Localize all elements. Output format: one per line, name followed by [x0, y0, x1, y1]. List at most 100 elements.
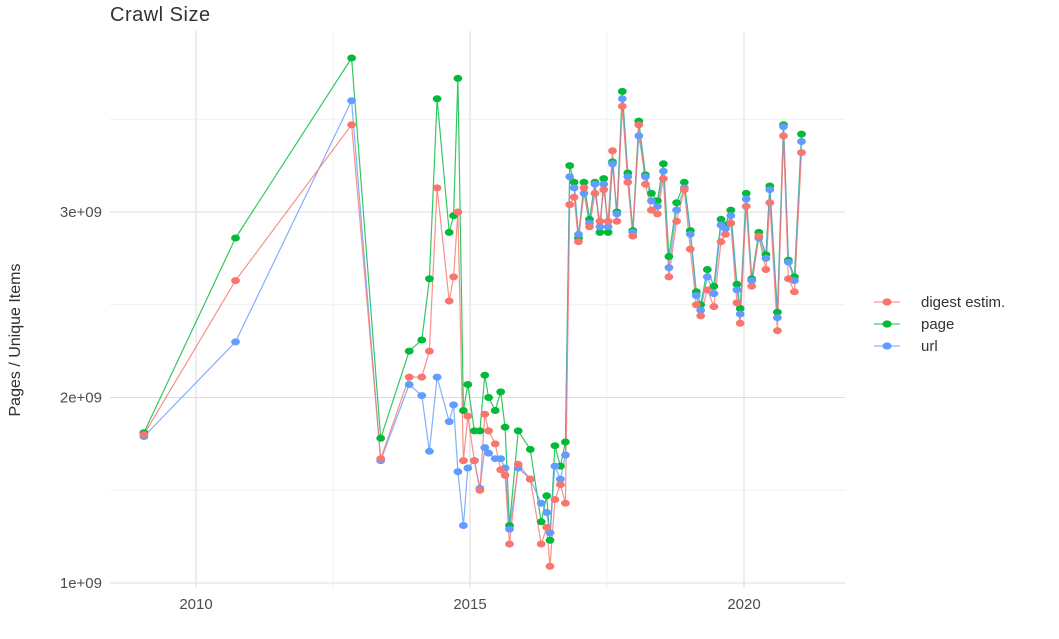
data-point-url	[672, 206, 681, 214]
data-point-url	[404, 381, 414, 388]
data-point-digest-estim-	[231, 277, 240, 285]
data-point-page	[542, 492, 552, 500]
data-point-page	[617, 87, 627, 95]
data-point-url	[647, 197, 656, 205]
data-point-url	[761, 254, 771, 262]
data-point-digest-estim-	[561, 499, 570, 507]
x-tick-label: 2020	[727, 596, 760, 613]
data-point-url	[417, 392, 427, 400]
y-axis-title: Pages / Unique Items	[7, 264, 24, 417]
data-point-page	[475, 427, 485, 435]
data-point-digest-estim-	[449, 273, 458, 281]
data-point-url	[603, 223, 613, 231]
gridlines	[110, 31, 845, 588]
data-point-url	[741, 195, 751, 203]
data-point-page	[417, 336, 427, 344]
data-point-url	[641, 173, 650, 181]
data-point-page	[536, 518, 546, 526]
data-point-url	[797, 138, 806, 145]
data-point-url	[574, 230, 583, 238]
data-point-digest-estim-	[702, 286, 712, 294]
data-point-digest-estim-	[741, 202, 751, 210]
data-point-digest-estim-	[490, 440, 500, 448]
data-point-url	[709, 290, 719, 298]
data-point-url	[608, 160, 617, 168]
data-point-url	[590, 180, 600, 188]
data-point-page	[463, 381, 473, 388]
data-point-digest-estim-	[647, 206, 656, 214]
data-point-url	[623, 173, 633, 181]
data-point-digest-estim-	[608, 147, 617, 155]
data-point-digest-estim-	[664, 273, 674, 281]
data-point-digest-estim-	[480, 410, 490, 418]
data-point-page	[480, 371, 490, 379]
data-point-url	[784, 258, 793, 266]
data-point-page	[569, 178, 579, 186]
data-point-page	[659, 160, 668, 168]
legend: digest estim. page url	[874, 294, 1005, 355]
legend-item: url	[874, 338, 938, 355]
data-point-url	[747, 277, 757, 285]
data-point-digest-estim-	[496, 466, 506, 474]
data-point-digest-estim-	[595, 217, 605, 225]
data-point-digest-estim-	[545, 562, 555, 570]
data-point-url	[659, 167, 668, 175]
x-tick-label: 2015	[453, 596, 486, 613]
data-point-digest-estim-	[628, 232, 638, 240]
data-point-digest-estim-	[470, 457, 479, 465]
data-point-digest-estim-	[513, 460, 523, 468]
data-point-page	[595, 228, 605, 236]
data-point-digest-estim-	[747, 282, 757, 290]
data-point-url	[565, 173, 575, 181]
data-point-page	[425, 275, 434, 283]
data-point-digest-estim-	[679, 186, 689, 194]
data-point-digest-estim-	[716, 238, 726, 246]
data-point-digest-estim-	[444, 297, 454, 305]
data-point-digest-estim-	[797, 149, 806, 157]
data-point-url	[779, 123, 788, 131]
data-point-url	[599, 180, 609, 188]
data-point-digest-estim-	[579, 184, 589, 192]
data-point-url	[595, 223, 605, 231]
data-point-digest-estim-	[653, 210, 662, 218]
data-point-url	[542, 509, 552, 516]
data-point-url	[773, 314, 782, 322]
legend-label: page	[921, 316, 954, 333]
data-point-digest-estim-	[659, 175, 668, 183]
data-point-digest-estim-	[569, 193, 579, 201]
data-point-url	[550, 462, 560, 470]
data-point-digest-estim-	[550, 496, 560, 503]
data-point-page	[484, 394, 493, 401]
data-point-page	[565, 162, 575, 170]
data-point-digest-estim-	[585, 223, 594, 231]
data-point-digest-estim-	[417, 373, 427, 381]
data-point-digest-estim-	[425, 347, 434, 355]
data-point-digest-estim-	[773, 327, 782, 335]
data-point-digest-estim-	[623, 178, 633, 186]
data-point-digest-estim-	[556, 481, 565, 489]
data-point-url	[685, 230, 695, 238]
data-point-digest-estim-	[347, 121, 356, 129]
data-point-page	[672, 199, 681, 207]
data-point-digest-estim-	[726, 219, 736, 227]
data-point-page	[773, 308, 782, 316]
legend-label: url	[921, 338, 938, 355]
data-point-url	[347, 97, 356, 105]
data-point-digest-estim-	[475, 486, 485, 494]
legend-key-point	[882, 320, 892, 328]
data-point-url	[696, 306, 706, 314]
data-point-digest-estim-	[463, 412, 473, 420]
data-point-url	[505, 525, 514, 533]
x-tick-label: 2010	[179, 596, 212, 613]
chart-title: Crawl Size	[110, 4, 211, 26]
data-point-page	[735, 305, 745, 312]
data-point-digest-estim-	[565, 201, 575, 209]
data-point-digest-estim-	[641, 180, 650, 188]
data-point-url	[617, 95, 627, 103]
data-point-url	[765, 186, 775, 194]
data-point-digest-estim-	[696, 312, 706, 320]
data-point-page	[709, 282, 719, 290]
data-point-url	[536, 499, 546, 507]
